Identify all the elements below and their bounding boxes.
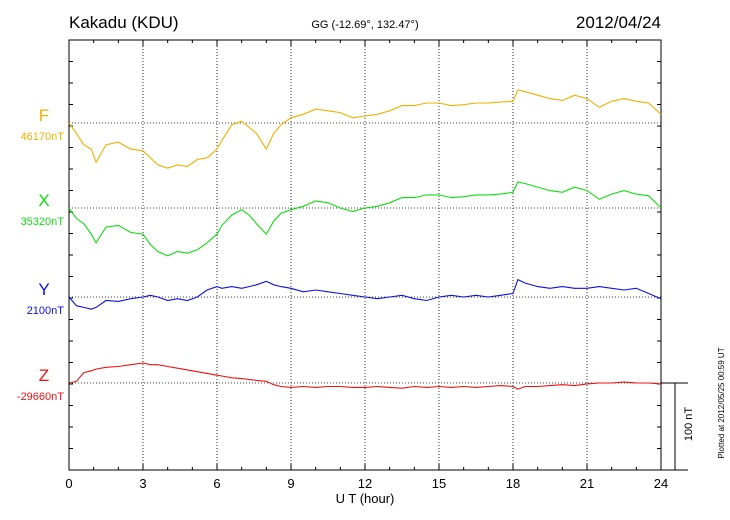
x-tick-label: 12 <box>358 476 372 491</box>
series-name-z: Z <box>39 366 49 385</box>
station-coordinates: GG (-12.69°, 132.47°) <box>311 19 418 31</box>
series-name-f: F <box>39 106 49 125</box>
series-baseline-f: 46170nT <box>21 131 65 143</box>
axis-ticks: 0 3 6 9 12 15 18 21 24 <box>65 40 668 491</box>
grid-lines <box>69 40 661 470</box>
x-tick-label: 24 <box>654 476 668 491</box>
x-tick-label: 15 <box>432 476 446 491</box>
series-baseline-z: -29660nT <box>17 391 64 403</box>
x-tick-label: 0 <box>65 476 72 491</box>
x-tick-label: 21 <box>580 476 594 491</box>
series-line-y <box>68 278 662 310</box>
scale-bar-label: 100 nT <box>683 407 695 442</box>
plot-frame <box>68 39 662 471</box>
series-line-z <box>68 362 662 390</box>
x-axis-label: U T (hour) <box>336 491 395 506</box>
scale-bar <box>661 382 688 471</box>
series-baseline-y: 2100nT <box>27 305 65 317</box>
series-name-y: Y <box>38 280 49 299</box>
x-tick-label: 6 <box>213 476 220 491</box>
series-line-f <box>68 89 662 169</box>
series-name-x: X <box>38 191 49 210</box>
series-baseline-x: 35320nT <box>21 216 65 228</box>
x-tick-label: 18 <box>506 476 520 491</box>
x-tick-label: 3 <box>139 476 146 491</box>
series-lines <box>68 89 662 390</box>
date-label: 2012/04/24 <box>576 13 661 32</box>
station-title: Kakadu (KDU) <box>69 13 179 32</box>
series-line-x <box>68 181 662 257</box>
x-tick-label: 9 <box>287 476 294 491</box>
plotted-at-note: Plotted at 2012/05/25 00:59 UT <box>717 347 726 458</box>
series-labels: F 46170nT X 35320nT Y 2100nT Z -29660nT <box>17 106 64 403</box>
